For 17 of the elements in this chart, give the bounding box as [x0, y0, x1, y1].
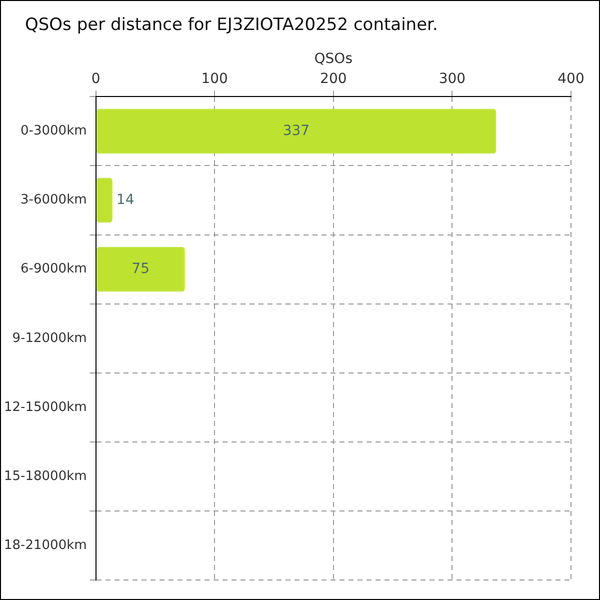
y-tick-label: 3-6000km: [20, 192, 87, 208]
x-tick-label: 300: [438, 70, 466, 87]
x-tick-label: 200: [320, 70, 347, 87]
y-tick-label: 15-18000km: [4, 468, 87, 484]
x-tick-label: 0: [91, 70, 100, 87]
x-tick-label: 100: [201, 70, 228, 87]
y-tick-label: 9-12000km: [12, 330, 87, 346]
y-tick-label: 6-9000km: [20, 262, 87, 277]
x-tick-label: 400: [558, 70, 584, 87]
data-label: 14: [116, 192, 134, 208]
data-label: 75: [132, 260, 150, 277]
chart-title: QSOs per distance for EJ3ZIOTA20252 container.: [25, 15, 438, 35]
y-tick-label: 0-3000km: [20, 124, 87, 139]
data-label: 337: [282, 122, 310, 139]
y-tick-label: 12-15000km: [4, 400, 87, 415]
y-tick-label: 18-21000km: [4, 538, 87, 554]
x-axis-title: QSOs: [314, 51, 353, 68]
